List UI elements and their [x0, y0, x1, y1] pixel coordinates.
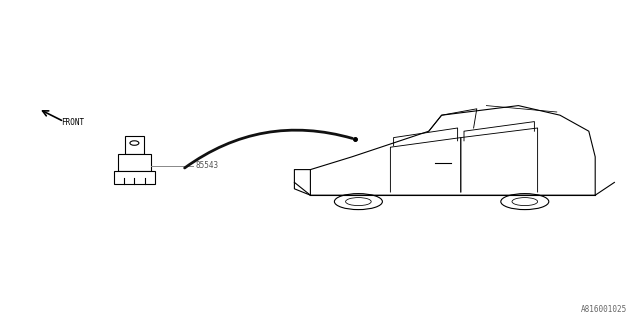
Text: 85543: 85543: [196, 161, 219, 171]
FancyBboxPatch shape: [118, 154, 151, 171]
Text: A816001025: A816001025: [581, 305, 627, 314]
Ellipse shape: [346, 198, 371, 206]
Text: FRONT: FRONT: [61, 118, 84, 127]
Ellipse shape: [335, 194, 383, 210]
Ellipse shape: [501, 194, 549, 210]
FancyBboxPatch shape: [114, 171, 155, 184]
Ellipse shape: [512, 198, 538, 206]
FancyBboxPatch shape: [125, 136, 144, 154]
Circle shape: [130, 141, 139, 145]
